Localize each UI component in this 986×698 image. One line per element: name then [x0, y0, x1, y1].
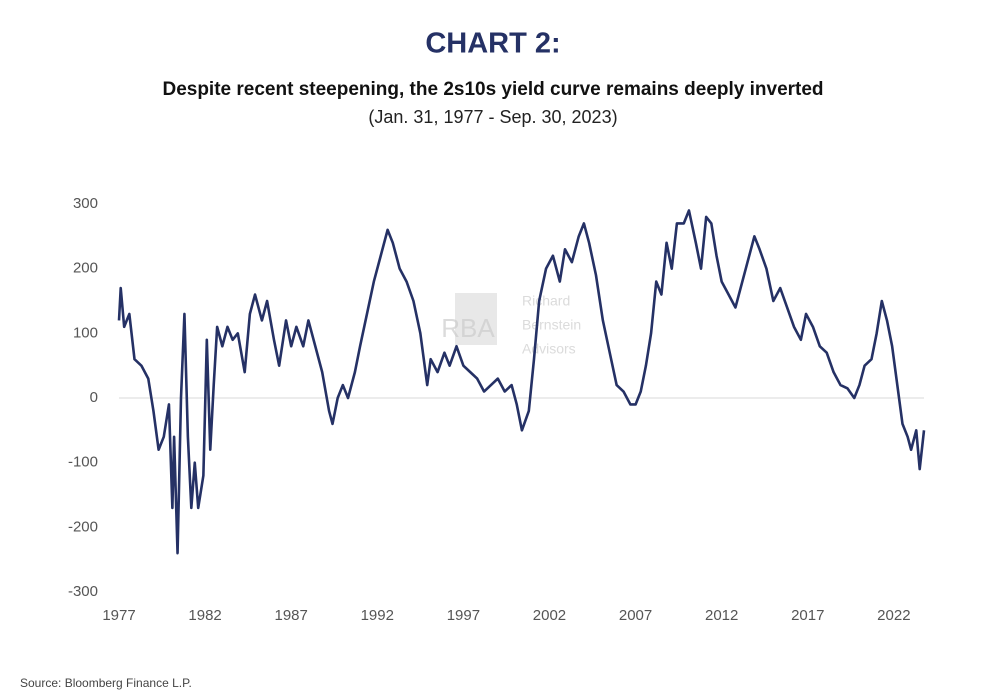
x-tick-label: 2022: [877, 607, 910, 624]
x-tick-label: 2017: [791, 607, 824, 624]
x-tick-label: 2012: [705, 607, 738, 624]
watermark-logo: [455, 293, 497, 345]
x-tick-label: 1982: [188, 607, 221, 624]
y-tick-label: 100: [73, 324, 98, 341]
y-tick-label: 300: [73, 195, 98, 212]
x-tick-label: 1992: [361, 607, 394, 624]
date-range: (Jan. 31, 1977 - Sep. 30, 2023): [368, 107, 617, 127]
x-tick-label: 1977: [102, 607, 135, 624]
y-tick-label: 0: [90, 389, 98, 406]
data-line: [117, 209, 926, 555]
chart-subtitle: Despite recent steepening, the 2s10s yie…: [162, 79, 823, 100]
y-tick-label: 200: [73, 260, 98, 277]
x-tick-label: 1997: [447, 607, 480, 624]
x-tick-label: 1987: [275, 607, 308, 624]
watermark-text: RBA: [441, 313, 495, 343]
x-tick-label: 2002: [533, 607, 566, 624]
x-tick-label: 2007: [619, 607, 652, 624]
chart-title: CHART 2:: [425, 28, 560, 60]
watermark-text: Advisors: [522, 341, 576, 357]
watermark-text: Bernstein: [522, 317, 581, 333]
source-note: Source: Bloomberg Finance L.P.: [20, 676, 192, 690]
y-tick-label: -100: [68, 454, 98, 471]
y-tick-label: -300: [68, 583, 98, 600]
watermark-text: Richard: [522, 293, 570, 309]
y-tick-label: -200: [68, 518, 98, 535]
